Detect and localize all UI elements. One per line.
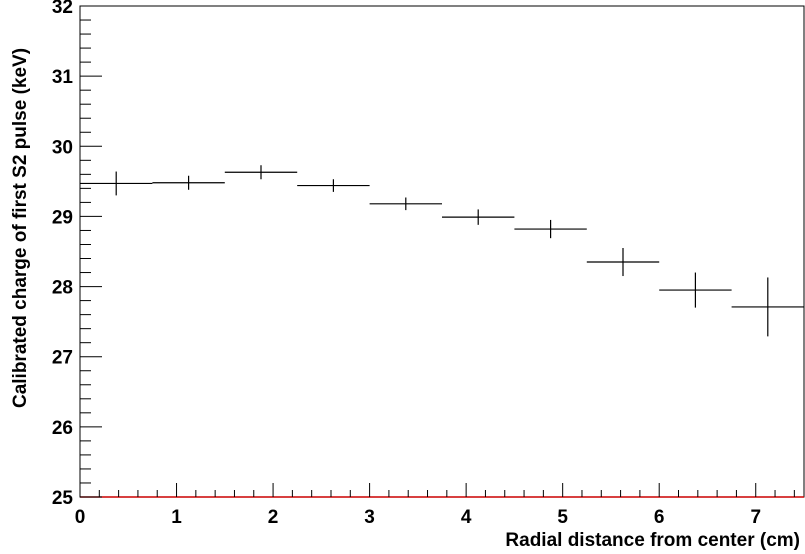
y-tick-label: 27 — [52, 348, 73, 369]
x-tick-label: 0 — [75, 507, 86, 528]
x-tick-label: 5 — [557, 507, 568, 528]
data-point — [659, 272, 732, 308]
y-tick-label: 30 — [52, 137, 73, 158]
axis-ticks — [79, 5, 795, 498]
data-points — [80, 165, 804, 337]
plot-border — [79, 5, 805, 498]
data-point — [442, 209, 515, 225]
y-tick-label: 26 — [52, 418, 73, 439]
y-tick-label: 25 — [52, 488, 74, 509]
x-axis-title: Radial distance from center (cm) — [505, 530, 800, 551]
tick-labels: 0 1 2 3 4 5 6 7 25 26 27 28 29 30 31 32 — [52, 0, 761, 528]
x-tick-label: 7 — [750, 507, 761, 528]
x-tick-label: 1 — [171, 507, 182, 528]
y-tick-label: 31 — [52, 67, 74, 88]
y-tick-label: 29 — [52, 207, 73, 228]
x-tick-label: 3 — [364, 507, 375, 528]
x-tick-label: 6 — [654, 507, 665, 528]
data-point — [514, 219, 587, 239]
y-axis-title: Calibrated charge of first S2 pulse (keV… — [10, 48, 31, 408]
data-point — [152, 175, 225, 190]
data-point — [224, 165, 298, 180]
data-point — [586, 247, 660, 277]
y-tick-label: 28 — [52, 278, 73, 299]
data-point — [297, 179, 370, 192]
data-point — [369, 197, 442, 211]
plot-frame — [79, 5, 805, 498]
y-tick-label: 32 — [52, 0, 73, 18]
data-point — [80, 171, 153, 196]
x-tick-label: 4 — [461, 507, 472, 528]
data-point — [731, 277, 804, 337]
x-tick-label: 2 — [268, 507, 279, 528]
